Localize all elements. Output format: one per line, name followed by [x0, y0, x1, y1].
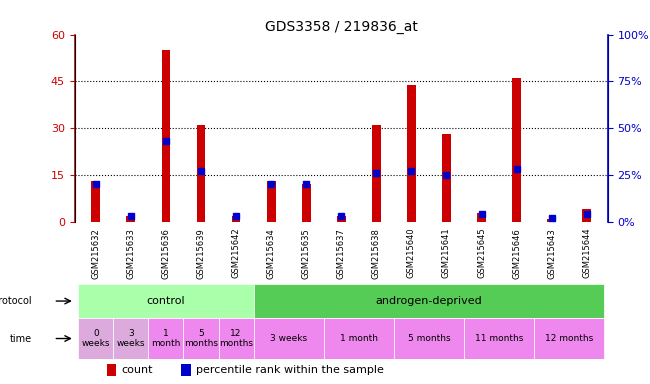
- Text: GSM215643: GSM215643: [547, 228, 556, 278]
- Text: control: control: [147, 296, 185, 306]
- Text: GSM215639: GSM215639: [196, 228, 205, 278]
- Text: 12
months: 12 months: [219, 329, 253, 348]
- Bar: [162, 50, 170, 222]
- Bar: [324, 318, 394, 359]
- Bar: [196, 125, 205, 222]
- Text: GSM215640: GSM215640: [407, 228, 416, 278]
- Text: 12 months: 12 months: [545, 334, 593, 343]
- Bar: [254, 285, 604, 318]
- Text: GSM215637: GSM215637: [337, 228, 346, 279]
- Bar: [78, 285, 254, 318]
- Bar: [337, 216, 346, 222]
- Text: GSM215636: GSM215636: [161, 228, 170, 279]
- Text: 5
months: 5 months: [184, 329, 218, 348]
- Bar: [464, 318, 534, 359]
- Text: 0
weeks: 0 weeks: [81, 329, 110, 348]
- Bar: [218, 318, 254, 359]
- Bar: [231, 216, 240, 222]
- Bar: [372, 125, 381, 222]
- Text: 5 months: 5 months: [408, 334, 450, 343]
- Bar: [442, 134, 451, 222]
- Bar: [148, 318, 183, 359]
- Bar: [183, 318, 218, 359]
- Bar: [534, 318, 604, 359]
- Bar: [302, 184, 311, 222]
- Text: GSM215644: GSM215644: [582, 228, 592, 278]
- Text: GSM215645: GSM215645: [477, 228, 486, 278]
- Bar: [181, 364, 191, 376]
- Bar: [254, 318, 324, 359]
- Bar: [92, 181, 100, 222]
- Text: percentile rank within the sample: percentile rank within the sample: [196, 365, 384, 375]
- Bar: [107, 364, 116, 376]
- Bar: [512, 78, 521, 222]
- Text: 1
month: 1 month: [151, 329, 181, 348]
- Text: GSM215646: GSM215646: [512, 228, 521, 278]
- Text: GSM215632: GSM215632: [91, 228, 100, 278]
- Text: GSM215633: GSM215633: [126, 228, 135, 279]
- Bar: [477, 213, 486, 222]
- Bar: [394, 318, 464, 359]
- Text: count: count: [121, 365, 153, 375]
- Text: 11 months: 11 months: [475, 334, 523, 343]
- Bar: [113, 318, 148, 359]
- Text: GSM215641: GSM215641: [442, 228, 451, 278]
- Text: GSM215635: GSM215635: [302, 228, 311, 278]
- Title: GDS3358 / 219836_at: GDS3358 / 219836_at: [265, 20, 418, 33]
- Bar: [78, 318, 113, 359]
- Bar: [127, 216, 135, 222]
- Text: GSM215634: GSM215634: [266, 228, 276, 278]
- Text: 3
weeks: 3 weeks: [116, 329, 145, 348]
- Bar: [266, 181, 276, 222]
- Text: time: time: [10, 334, 32, 344]
- Bar: [547, 219, 556, 222]
- Bar: [407, 84, 416, 222]
- Text: growth protocol: growth protocol: [0, 296, 32, 306]
- Text: GSM215642: GSM215642: [231, 228, 240, 278]
- Text: 1 month: 1 month: [340, 334, 378, 343]
- Text: androgen-deprived: androgen-deprived: [376, 296, 482, 306]
- Bar: [582, 209, 591, 222]
- Text: GSM215638: GSM215638: [372, 228, 381, 279]
- Text: 3 weeks: 3 weeks: [270, 334, 307, 343]
